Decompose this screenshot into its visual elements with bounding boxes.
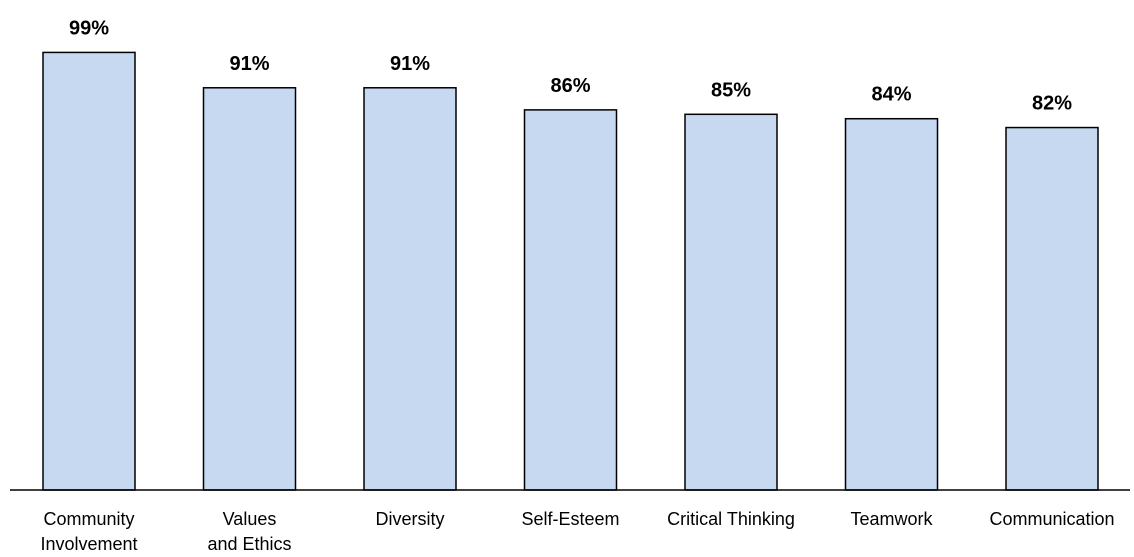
value-labels-group: 99% 91% 91% 86% 85% 84% 82% — [69, 17, 1072, 114]
category-label-4: Critical Thinking — [667, 509, 795, 529]
value-label-1: 91% — [229, 53, 269, 75]
category-label-5: Teamwork — [850, 509, 933, 529]
bar-2 — [363, 87, 457, 491]
value-label-0: 99% — [69, 17, 109, 39]
category-label-6: Communication — [989, 509, 1114, 529]
bar-4 — [684, 113, 778, 491]
category-label-0-line-0: Community — [43, 509, 134, 529]
category-label-1-line-1: and Ethics — [207, 534, 291, 554]
value-label-6: 82% — [1032, 93, 1072, 115]
category-label-2: Diversity — [375, 509, 444, 529]
category-label-3: Self-Esteem — [521, 509, 619, 529]
value-label-5: 84% — [871, 84, 911, 106]
bar-5 — [844, 117, 939, 491]
bar-1 — [202, 87, 297, 491]
value-label-4: 85% — [711, 79, 751, 101]
value-label-2: 91% — [390, 53, 430, 75]
bar-0 — [42, 51, 136, 491]
category-label-0-line-1: Involvement — [40, 534, 137, 554]
category-labels-group: Community Involvement Values and Ethics Dive… — [40, 509, 1114, 554]
bar-3 — [523, 109, 618, 491]
bars-group — [42, 51, 1099, 491]
category-label-1-line-0: Values — [223, 509, 277, 529]
bar-6 — [1005, 126, 1099, 491]
value-label-3: 86% — [550, 75, 590, 97]
